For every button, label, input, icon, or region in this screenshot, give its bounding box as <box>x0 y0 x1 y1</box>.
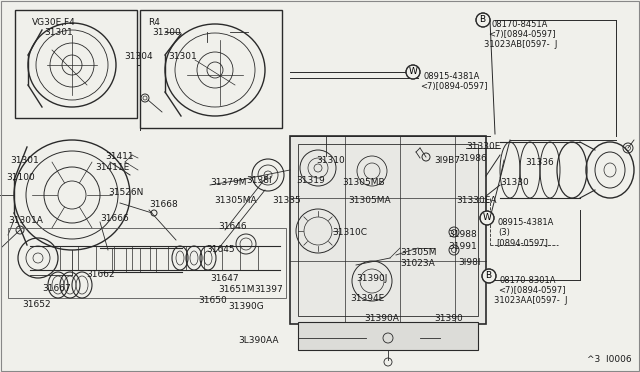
Text: 31662: 31662 <box>86 270 115 279</box>
Text: 31645: 31645 <box>206 245 235 254</box>
Text: 3I98I: 3I98I <box>458 258 481 267</box>
Text: 31305M: 31305M <box>400 248 436 257</box>
Text: [0894-0597]: [0894-0597] <box>496 238 548 247</box>
Text: 31668: 31668 <box>149 200 178 209</box>
Bar <box>8 228 286 298</box>
Circle shape <box>476 13 490 27</box>
Text: 31390G: 31390G <box>228 302 264 311</box>
Text: R4: R4 <box>148 18 160 27</box>
Text: 31988: 31988 <box>448 230 477 239</box>
Circle shape <box>482 269 496 283</box>
Text: 08915-4381A: 08915-4381A <box>424 72 481 81</box>
Text: 31330: 31330 <box>500 178 529 187</box>
Text: 08170-8301A: 08170-8301A <box>500 276 557 285</box>
Text: 31652: 31652 <box>22 300 51 309</box>
Text: (3): (3) <box>498 228 510 237</box>
Text: 3L390AA: 3L390AA <box>238 336 278 345</box>
Text: 31336: 31336 <box>525 158 554 167</box>
Text: 31379M: 31379M <box>210 178 246 187</box>
Text: 31305MB: 31305MB <box>342 178 385 187</box>
Text: <7)[0894-0597]: <7)[0894-0597] <box>420 82 488 91</box>
Text: 31651M: 31651M <box>218 285 255 294</box>
Text: 31310: 31310 <box>316 156 345 165</box>
Text: 31300: 31300 <box>152 28 180 37</box>
Circle shape <box>480 211 494 225</box>
Text: 31310C: 31310C <box>332 228 367 237</box>
Text: B: B <box>485 271 491 280</box>
Bar <box>140 10 282 128</box>
Text: B: B <box>479 15 485 24</box>
Text: <7)[0894-0597]: <7)[0894-0597] <box>488 30 556 39</box>
Text: 31394E: 31394E <box>350 294 384 303</box>
Text: 31411E: 31411E <box>95 163 129 172</box>
Text: 31411: 31411 <box>105 152 134 161</box>
Text: 31304: 31304 <box>124 52 152 61</box>
Text: 31301: 31301 <box>168 52 196 61</box>
Text: 31301: 31301 <box>10 156 39 165</box>
Text: 31305MA: 31305MA <box>214 196 257 205</box>
Text: 31305MA: 31305MA <box>348 196 390 205</box>
Circle shape <box>406 65 420 79</box>
Bar <box>298 322 478 350</box>
Text: 31319: 31319 <box>296 176 324 185</box>
Bar <box>298 144 478 316</box>
Text: 31986: 31986 <box>458 154 487 163</box>
Text: 31646: 31646 <box>218 222 246 231</box>
Text: 31023A: 31023A <box>400 259 435 268</box>
Bar <box>15 10 137 118</box>
Text: 31301A: 31301A <box>8 216 43 225</box>
Text: 31390A: 31390A <box>364 314 399 323</box>
Text: 31667: 31667 <box>42 284 71 293</box>
Text: 3I9B7: 3I9B7 <box>434 156 460 165</box>
Text: 31335: 31335 <box>272 196 301 205</box>
Text: 31397: 31397 <box>254 285 283 294</box>
Text: 31666: 31666 <box>100 214 129 223</box>
Text: 31023AB[0597-  J: 31023AB[0597- J <box>484 40 557 49</box>
Text: 31100: 31100 <box>6 173 35 182</box>
Text: <7)[0894-0597]: <7)[0894-0597] <box>498 286 566 295</box>
Text: 31647: 31647 <box>210 274 239 283</box>
Text: ^3  I0006: ^3 I0006 <box>588 355 632 364</box>
Text: 08915-4381A: 08915-4381A <box>498 218 554 227</box>
Text: 31301: 31301 <box>44 28 73 37</box>
Text: VG30E,F4: VG30E,F4 <box>32 18 76 27</box>
Text: W: W <box>483 213 492 222</box>
Text: W: W <box>409 67 418 76</box>
Text: 31390: 31390 <box>434 314 463 323</box>
Text: 31991: 31991 <box>448 242 477 251</box>
Text: 08170-8451A: 08170-8451A <box>492 20 548 29</box>
Text: 31330E: 31330E <box>466 142 500 151</box>
Text: 3138I: 3138I <box>246 176 271 185</box>
Text: 31526N: 31526N <box>108 188 143 197</box>
Bar <box>290 136 486 324</box>
Text: 31330EA: 31330EA <box>456 196 497 205</box>
Text: 31023AA[0597-  J: 31023AA[0597- J <box>494 296 568 305</box>
Text: 31650: 31650 <box>198 296 227 305</box>
Text: 31390J: 31390J <box>356 274 387 283</box>
